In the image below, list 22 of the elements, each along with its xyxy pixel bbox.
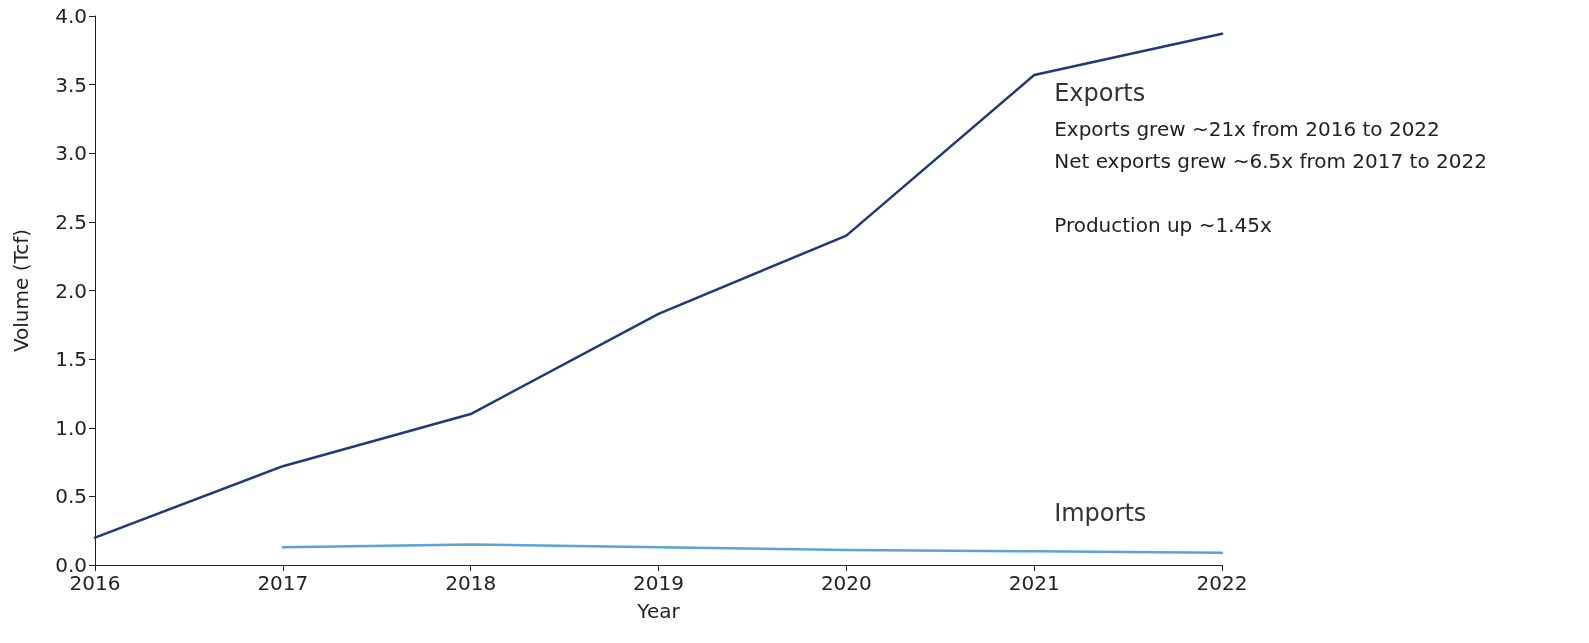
x-tick-label: 2021 — [1008, 571, 1060, 595]
y-tick-label: 0.5 — [55, 484, 87, 509]
x-tick-label: 2022 — [1196, 571, 1248, 595]
x-tick-label: 2019 — [633, 571, 684, 595]
annotation: Production up ~1.45x — [1054, 213, 1272, 238]
y-tick-label: 1.0 — [55, 415, 87, 440]
y-tick-label: 1.5 — [55, 347, 87, 372]
series-label: Imports — [1054, 499, 1147, 528]
x-tick-label: 2017 — [257, 571, 309, 595]
y-tick-label: 4.0 — [55, 4, 87, 28]
annotation: Net exports grew ~6.5x from 2017 to 2022 — [1054, 149, 1487, 174]
series-label: Exports — [1054, 79, 1146, 108]
y-tick-label: 2.5 — [55, 209, 87, 234]
x-tick-label: 2018 — [445, 571, 497, 595]
line-series — [281, 543, 1224, 554]
y-tick-label: 3.0 — [55, 141, 87, 166]
x-tick-label: 2020 — [820, 571, 872, 595]
annotation: Exports grew ~21x from 2016 to 2022 — [1054, 117, 1440, 142]
y-axis-title: Volume (Tcf) — [9, 228, 33, 353]
x-axis-title: Year — [636, 599, 681, 623]
y-tick-label: 3.5 — [55, 72, 87, 97]
y-tick-label: 2.0 — [55, 278, 87, 303]
